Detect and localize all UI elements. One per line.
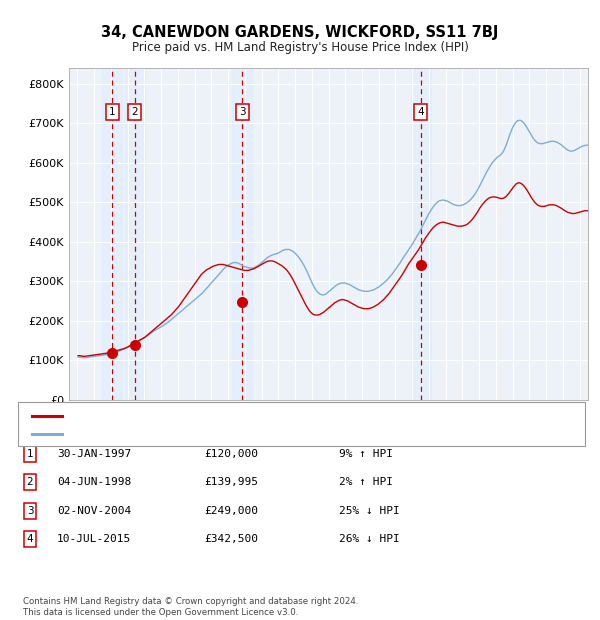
Text: £139,995: £139,995 — [204, 477, 258, 487]
Text: 2: 2 — [131, 107, 138, 117]
Text: £249,000: £249,000 — [204, 506, 258, 516]
Text: HPI: Average price, detached house, Chelmsford: HPI: Average price, detached house, Chel… — [68, 428, 320, 439]
Text: Price paid vs. HM Land Registry's House Price Index (HPI): Price paid vs. HM Land Registry's House … — [131, 42, 469, 54]
Text: This data is licensed under the Open Government Licence v3.0.: This data is licensed under the Open Gov… — [23, 608, 298, 617]
Text: 25% ↓ HPI: 25% ↓ HPI — [339, 506, 400, 516]
Text: 1: 1 — [109, 107, 116, 117]
Text: 9% ↑ HPI: 9% ↑ HPI — [339, 449, 393, 459]
Text: 2: 2 — [26, 477, 34, 487]
Text: 10-JUL-2015: 10-JUL-2015 — [57, 534, 131, 544]
Bar — [102, 68, 122, 400]
Text: 4: 4 — [418, 107, 424, 117]
Text: 1: 1 — [26, 449, 34, 459]
Text: 3: 3 — [26, 506, 34, 516]
Text: 04-JUN-1998: 04-JUN-1998 — [57, 477, 131, 487]
Bar — [232, 68, 252, 400]
Text: £120,000: £120,000 — [204, 449, 258, 459]
Text: 30-JAN-1997: 30-JAN-1997 — [57, 449, 131, 459]
Bar — [125, 68, 145, 400]
Text: 34, CANEWDON GARDENS, WICKFORD, SS11 7BJ (detached house): 34, CANEWDON GARDENS, WICKFORD, SS11 7BJ… — [68, 410, 416, 420]
Text: £342,500: £342,500 — [204, 534, 258, 544]
Text: 34, CANEWDON GARDENS, WICKFORD, SS11 7BJ: 34, CANEWDON GARDENS, WICKFORD, SS11 7BJ — [101, 25, 499, 40]
Text: 26% ↓ HPI: 26% ↓ HPI — [339, 534, 400, 544]
Text: 4: 4 — [26, 534, 34, 544]
Text: 2% ↑ HPI: 2% ↑ HPI — [339, 477, 393, 487]
Text: 02-NOV-2004: 02-NOV-2004 — [57, 506, 131, 516]
Text: Contains HM Land Registry data © Crown copyright and database right 2024.: Contains HM Land Registry data © Crown c… — [23, 597, 358, 606]
Text: 3: 3 — [239, 107, 245, 117]
Bar — [411, 68, 431, 400]
